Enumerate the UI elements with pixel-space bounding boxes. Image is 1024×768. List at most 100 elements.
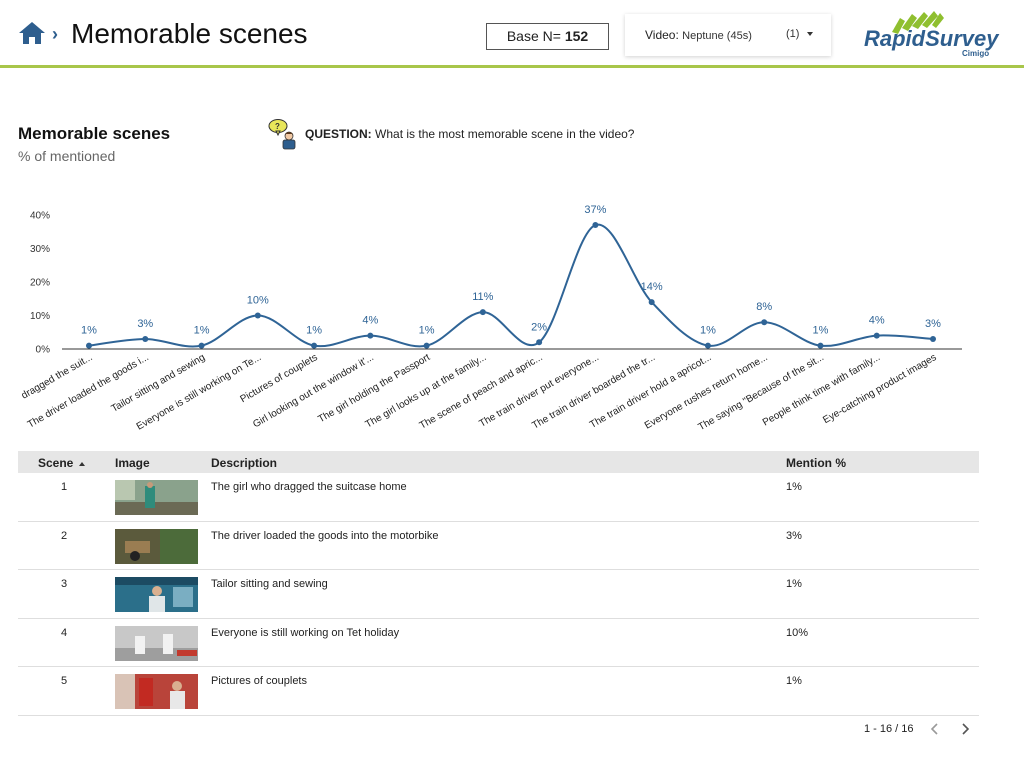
question-label: QUESTION:: [305, 127, 372, 141]
cell-description: Tailor sitting and sewing: [211, 578, 328, 590]
cell-description: Everyone is still working on Tet holiday: [211, 626, 400, 639]
data-label: 4%: [869, 315, 885, 327]
cell-description: The driver loaded the goods into the mot…: [211, 529, 439, 542]
chart-subtitle: % of mentioned: [18, 148, 116, 164]
data-label: 10%: [247, 295, 269, 307]
data-points: 1% 3% 1% 10% 1% 4% 1% 11% 2% 37% 14% 1% 8% 1% 4% 3%: [81, 204, 941, 349]
series-line: [88, 223, 934, 348]
cell-scene: 2: [60, 529, 68, 542]
y-tick-label: 40%: [30, 211, 50, 222]
cell-scene: 3: [60, 578, 68, 590]
page-title: Memorable scenes: [71, 18, 308, 49]
data-label: 1%: [813, 325, 829, 337]
rapidsurvey-logo: RapidSurvey Cimigo: [864, 11, 1000, 58]
cell-description: The girl who dragged the suitcase home: [211, 481, 407, 493]
chevron-left-icon[interactable]: [928, 719, 942, 739]
dropdown-caret-icon[interactable]: [807, 32, 813, 36]
y-axis: 0% 10% 20% 30% 40%: [30, 211, 50, 356]
data-point[interactable]: [930, 335, 936, 342]
data-label: 2%: [531, 321, 547, 333]
question-person-icon: ?: [268, 119, 296, 150]
cell-mention: 1%: [786, 578, 802, 590]
header-image: Image: [115, 456, 150, 470]
table-row: 2 The driver loaded the goods into the m…: [18, 522, 979, 570]
data-point[interactable]: [873, 332, 880, 339]
breadcrumb-chevron-icon: ›: [52, 24, 58, 44]
data-label: 11%: [472, 291, 493, 303]
data-label: 3%: [137, 318, 153, 330]
y-tick-label: 0%: [36, 345, 51, 356]
data-label: 4%: [362, 315, 378, 327]
y-tick-label: 20%: [30, 278, 50, 289]
cell-mention: 10%: [786, 626, 809, 639]
scene-thumbnail-image: [115, 625, 198, 661]
data-point[interactable]: [479, 309, 486, 316]
data-label: 1%: [700, 325, 716, 337]
line-chart: 0% 10% 20% 30% 40% 1% 3% 1% 10% 1% 4% 1% 11% 2% 37% 14…: [20, 204, 962, 433]
table-row: 5 Pictures of couplets 1%: [18, 667, 979, 716]
cell-description: Pictures of couplets: [211, 675, 307, 687]
data-point[interactable]: [254, 312, 261, 319]
header-bar: › Memorable scenes Base N= 152 Video: Ne…: [0, 0, 1024, 68]
question-body: What is the most memorable scene in the …: [375, 127, 635, 141]
base-size-box: Base N= 152: [486, 23, 609, 50]
data-label: 1%: [194, 325, 210, 337]
scene-thumbnail-image: [115, 674, 198, 709]
data-point[interactable]: [142, 335, 149, 342]
data-point[interactable]: [592, 222, 599, 229]
data-point[interactable]: [648, 299, 655, 306]
data-label: 3%: [925, 318, 941, 330]
sort-asc-icon[interactable]: [79, 461, 86, 466]
cell-scene: 5: [60, 675, 68, 687]
video-selector-value: Neptune (45s): [682, 30, 752, 42]
cell-scene: 1: [60, 481, 68, 493]
data-label: 1%: [419, 325, 435, 337]
data-label: 1%: [306, 325, 322, 337]
chart-title: Memorable scenes: [18, 124, 171, 143]
data-point[interactable]: [704, 342, 711, 349]
cell-mention: 1%: [786, 481, 802, 493]
scene-thumbnail-image: [115, 577, 198, 612]
data-point[interactable]: [311, 342, 318, 349]
base-value: 152: [564, 28, 589, 44]
logo-subtext: Cimigo: [962, 49, 989, 58]
data-point[interactable]: [367, 332, 374, 339]
x-tick-labels: dragged the suit...The driver loaded the…: [20, 352, 939, 433]
scenes-table: Scene Image Description Mention % 1 The …: [18, 451, 979, 716]
scene-thumbnail-image: [115, 528, 198, 564]
data-point[interactable]: [761, 319, 768, 326]
chevron-right-icon[interactable]: [958, 719, 972, 739]
data-point[interactable]: [423, 342, 430, 349]
x-tick-label: Eye-catching product images: [821, 352, 938, 426]
data-label: 37%: [584, 204, 606, 216]
base-label: Base N=: [506, 28, 561, 44]
cell-mention: 1%: [786, 675, 802, 687]
video-selector[interactable]: Video: Neptune (45s) (1): [625, 14, 831, 56]
y-tick-label: 10%: [30, 311, 50, 322]
question-text: QUESTION: What is the most memorable sce…: [305, 127, 634, 141]
data-point[interactable]: [86, 342, 92, 349]
data-label: 8%: [756, 301, 772, 313]
table-header: Scene Image Description Mention %: [18, 451, 979, 473]
data-label: 1%: [81, 325, 97, 337]
home-icon[interactable]: [18, 20, 46, 46]
video-selector-label: Video: Neptune (45s): [645, 28, 752, 42]
data-label: 14%: [641, 281, 663, 293]
table-row: 3 Tailor sitting and sewing 1%: [18, 570, 979, 619]
y-tick-label: 30%: [30, 244, 50, 255]
header-description: Description: [211, 456, 278, 470]
logo-text-rapid: RapidSurvey: [864, 26, 1000, 51]
data-point[interactable]: [198, 342, 205, 349]
data-point[interactable]: [817, 342, 824, 349]
table-row: 1 The girl who dragged the suitcase home…: [18, 473, 979, 522]
pagination-text: 1 - 16 / 16: [864, 723, 914, 735]
header-mention: Mention %: [786, 456, 846, 470]
video-count: (1): [786, 28, 800, 40]
svg-text:?: ?: [275, 122, 280, 131]
header-scene[interactable]: Scene: [38, 456, 86, 470]
table-row: 4 Everyone is still working on Tet holid…: [18, 619, 979, 667]
cell-mention: 3%: [786, 529, 802, 542]
x-tick-label: Tailor sitting and sewing: [110, 352, 207, 415]
data-point[interactable]: [536, 339, 543, 346]
scene-thumbnail-image: [115, 480, 198, 515]
